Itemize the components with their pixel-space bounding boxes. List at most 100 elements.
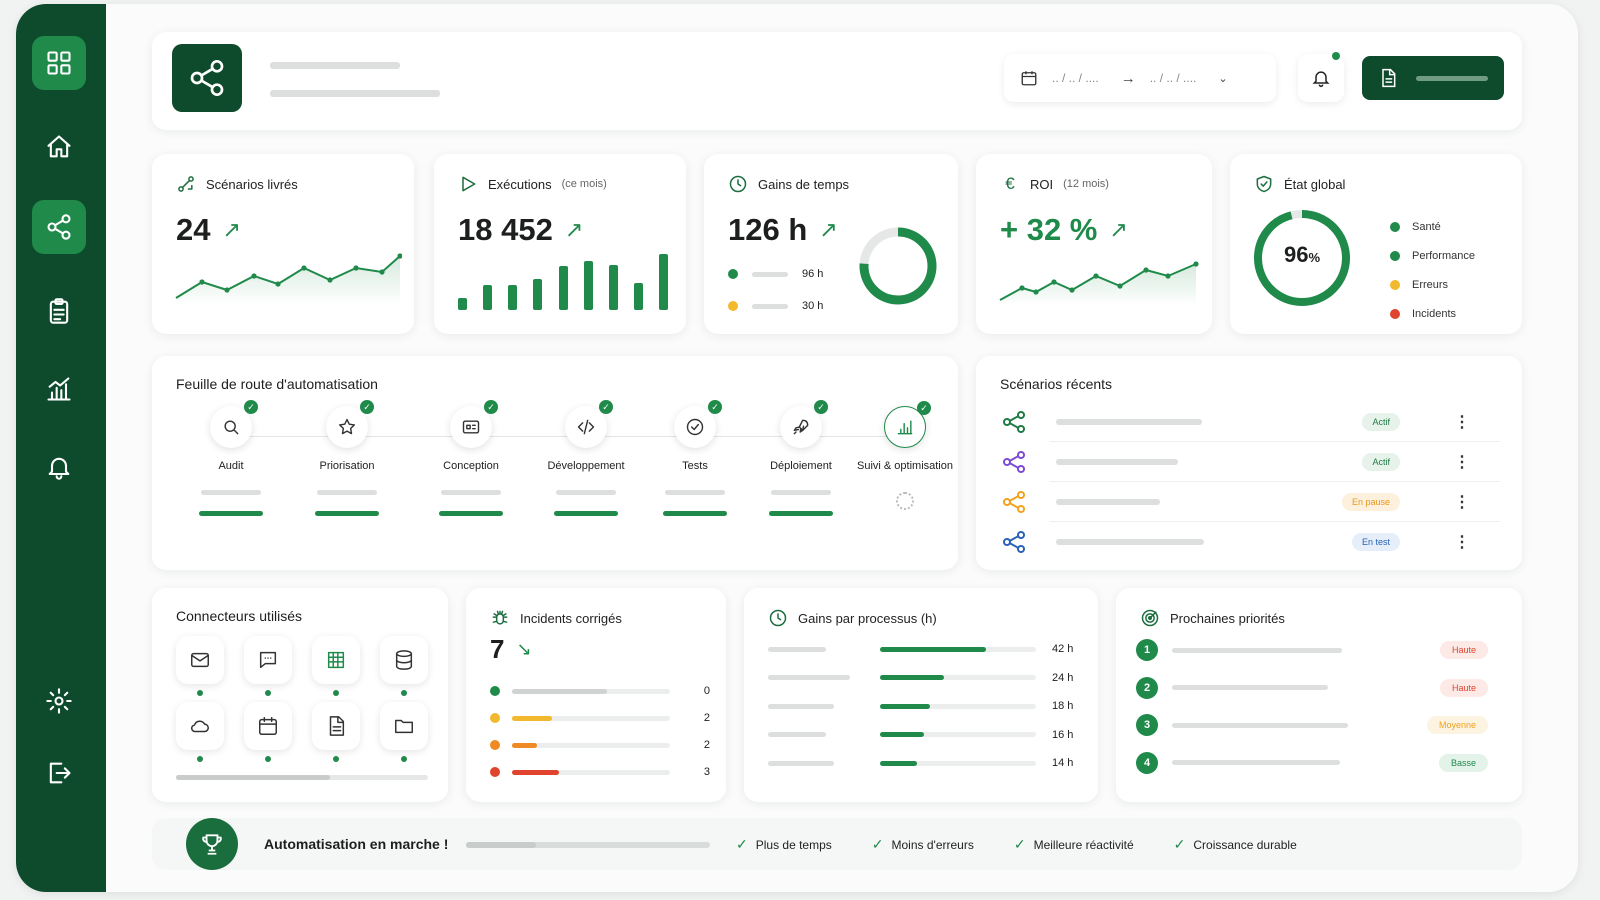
connectors-scroll-thumb[interactable] [176, 775, 330, 780]
search-icon [224, 420, 239, 435]
gains-row: 14 h [768, 756, 1078, 770]
connector-folder[interactable] [380, 702, 428, 762]
sidebar-item-apps[interactable] [32, 36, 86, 90]
gains-bar-fill [880, 703, 930, 709]
connectors-scroll-track[interactable] [176, 775, 428, 780]
more-options-icon[interactable]: ⋮ [1454, 534, 1470, 551]
gauge-number: 96 [1283, 242, 1309, 267]
connector-cloud[interactable] [176, 702, 224, 762]
priority-row[interactable]: 2 Haute [1136, 676, 1502, 700]
roadmap-step[interactable]: ✓ Audit [176, 400, 286, 516]
sidebar-item-logout[interactable] [32, 746, 86, 800]
database-icon [395, 650, 413, 670]
roadmap-step-label: Déploiement [770, 460, 832, 472]
grid-icon [47, 51, 71, 75]
incident-dot [490, 686, 500, 696]
row-divider [1050, 521, 1500, 522]
connector-calendar[interactable] [244, 702, 292, 762]
roadmap-step[interactable]: ✓ Déploiement [746, 400, 856, 516]
arrow-up-right-icon: ↗ [819, 217, 838, 242]
benefit-item: ✓ Croissance durable [1174, 836, 1297, 853]
bar-chart-icon [897, 420, 913, 435]
exec-bar [533, 279, 543, 310]
benefit-label: Moins d'erreurs [891, 837, 974, 852]
bug-icon [492, 610, 508, 625]
incident-bar-track [512, 688, 670, 694]
roadmap-step[interactable]: ✓ Priorisation [292, 400, 402, 516]
trophy-icon [202, 834, 222, 855]
status-label: Erreurs [1412, 278, 1449, 291]
exec-bar [558, 266, 568, 310]
process-name-placeholder [768, 732, 826, 737]
status-dot [1390, 308, 1400, 319]
recent-scenario-row[interactable]: Actif ⋮ [1000, 442, 1500, 482]
connector-email[interactable] [176, 636, 224, 696]
check-badge-icon: ✓ [599, 400, 613, 414]
priority-row[interactable]: 1 Haute [1136, 638, 1502, 662]
kpi-title: Exécutions [488, 176, 552, 192]
footer-title: Automatisation en marche ! [264, 836, 449, 852]
kpi-title: Gains de temps [758, 176, 850, 192]
sidebar-item-home[interactable] [32, 120, 86, 174]
more-options-icon[interactable]: ⋮ [1454, 454, 1470, 471]
step-detail-placeholder [556, 490, 616, 495]
incident-dot [490, 740, 500, 750]
roadmap-step-icon-circle: ✓ [780, 400, 828, 448]
priority-row[interactable]: 3 Moyenne [1136, 713, 1502, 737]
date-start: .. / .. / .... [1052, 71, 1099, 85]
gauge-value: 96% [1250, 242, 1354, 268]
connector-database[interactable] [380, 636, 428, 696]
more-options-icon[interactable]: ⋮ [1454, 494, 1470, 511]
kpi-value-row: 126 h ↗ [728, 212, 838, 248]
priority-level-badge: Basse [1438, 753, 1488, 772]
sidebar-item-notifications[interactable] [32, 440, 86, 494]
legend-dot-yellow [728, 301, 738, 311]
status-badge: En test [1351, 533, 1400, 551]
priority-level-badge: Moyenne [1426, 716, 1488, 734]
roadmap-step[interactable]: ✓ Suivi & optimisation [850, 401, 960, 510]
priority-level-badge: Haute [1439, 641, 1488, 659]
recent-scenario-row[interactable]: En test ⋮ [1000, 522, 1500, 562]
recent-scenario-row[interactable]: En pause ⋮ [1000, 482, 1500, 522]
roadmap-step[interactable]: ✓ Développement [531, 400, 641, 516]
roadmap-step[interactable]: ✓ Tests [640, 400, 750, 516]
status-label: Santé [1412, 220, 1441, 233]
sidebar-item-analytics[interactable] [32, 362, 86, 416]
legend-placeholder [752, 303, 788, 309]
date-range-picker[interactable]: .. / .. / .... → .. / .. / .... ⌄ [1004, 54, 1276, 102]
connector-document[interactable] [312, 702, 360, 762]
benefit-item: ✓ Moins d'erreurs [872, 836, 974, 853]
status-legend: Santé Performance Erreurs Incidents [1390, 212, 1510, 328]
sidebar-item-workflows[interactable] [32, 200, 86, 254]
incident-row: 0 [490, 684, 710, 698]
date-end: .. / .. / .... [1149, 71, 1197, 85]
report-button[interactable] [1362, 56, 1504, 100]
chat-icon [259, 651, 277, 669]
connector-sheet[interactable] [312, 636, 360, 696]
sidebar-item-tasks[interactable] [32, 284, 86, 338]
more-options-icon[interactable]: ⋮ [1454, 414, 1470, 431]
notifications-button[interactable] [1298, 52, 1344, 102]
row-divider [1050, 441, 1500, 442]
step-detail-placeholder [201, 490, 261, 495]
gains-title: Gains par processus (h) [798, 610, 937, 626]
shield-check-icon [1256, 175, 1272, 193]
recent-scenario-row[interactable]: Actif ⋮ [1000, 402, 1500, 442]
check-icon: ✓ [1173, 836, 1186, 852]
share-nodes-icon [190, 59, 224, 96]
benefit-item: ✓ Meilleure réactivité [1014, 836, 1134, 853]
benefit-label: Croissance durable [1193, 837, 1297, 852]
benefit-label: Plus de temps [755, 837, 832, 852]
sidebar-item-settings[interactable] [32, 674, 86, 728]
workflow-icon [1002, 490, 1026, 514]
roadmap-step[interactable]: ✓ Conception [416, 400, 526, 516]
connectors-card: Connecteurs utilisés [152, 588, 448, 802]
connector-status-dot [401, 756, 407, 762]
connector-status-dot [265, 756, 271, 762]
incident-count: 2 [703, 712, 710, 724]
arrow-up-right-icon: ↗ [564, 217, 584, 242]
priority-row[interactable]: 4 Basse [1136, 751, 1502, 775]
step-progress-bar [769, 511, 833, 516]
connector-chat[interactable] [244, 636, 292, 696]
arrow-down-right-icon: ↘ [516, 639, 532, 659]
